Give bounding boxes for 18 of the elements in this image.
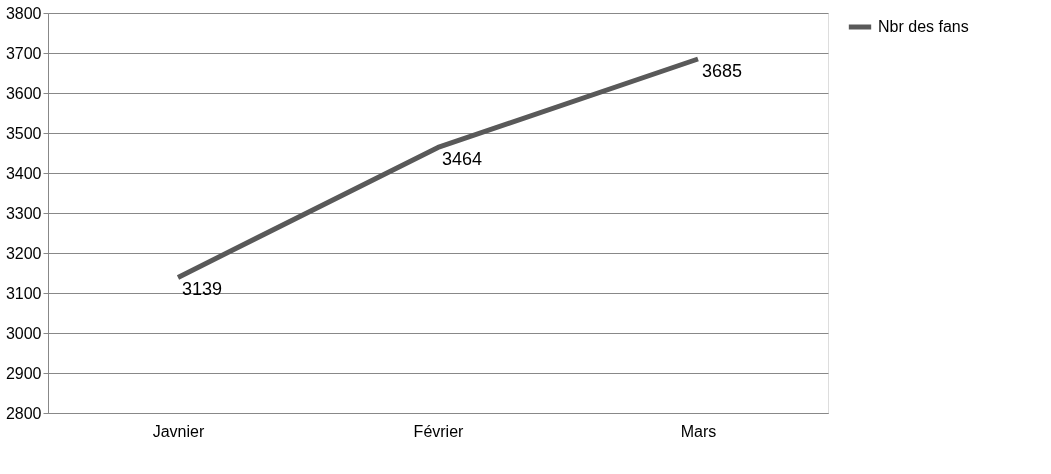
x-tick-label: Février <box>413 422 465 440</box>
y-tick-label: 2800 <box>5 404 42 422</box>
data-label: 3139 <box>182 279 223 300</box>
y-tick-label: 3700 <box>5 44 42 62</box>
y-tick-label: 3300 <box>5 204 42 222</box>
y-tick-label: 3400 <box>5 164 42 182</box>
data-label: 3464 <box>442 149 483 170</box>
y-tick-label: 3200 <box>5 244 42 262</box>
y-tick-label: 3600 <box>5 84 42 102</box>
data-label: 3685 <box>702 61 743 81</box>
x-tick-label: Javnier <box>152 422 205 440</box>
y-tick-label: 3800 <box>5 4 42 22</box>
y-tick-label: 3100 <box>5 284 42 302</box>
y-tick-label: 3500 <box>5 124 42 142</box>
legend-label: Nbr des fans <box>878 18 969 35</box>
y-tick-label: 2900 <box>5 364 42 382</box>
x-tick-label: Mars <box>680 422 717 440</box>
y-tick-label: 3000 <box>5 324 42 342</box>
